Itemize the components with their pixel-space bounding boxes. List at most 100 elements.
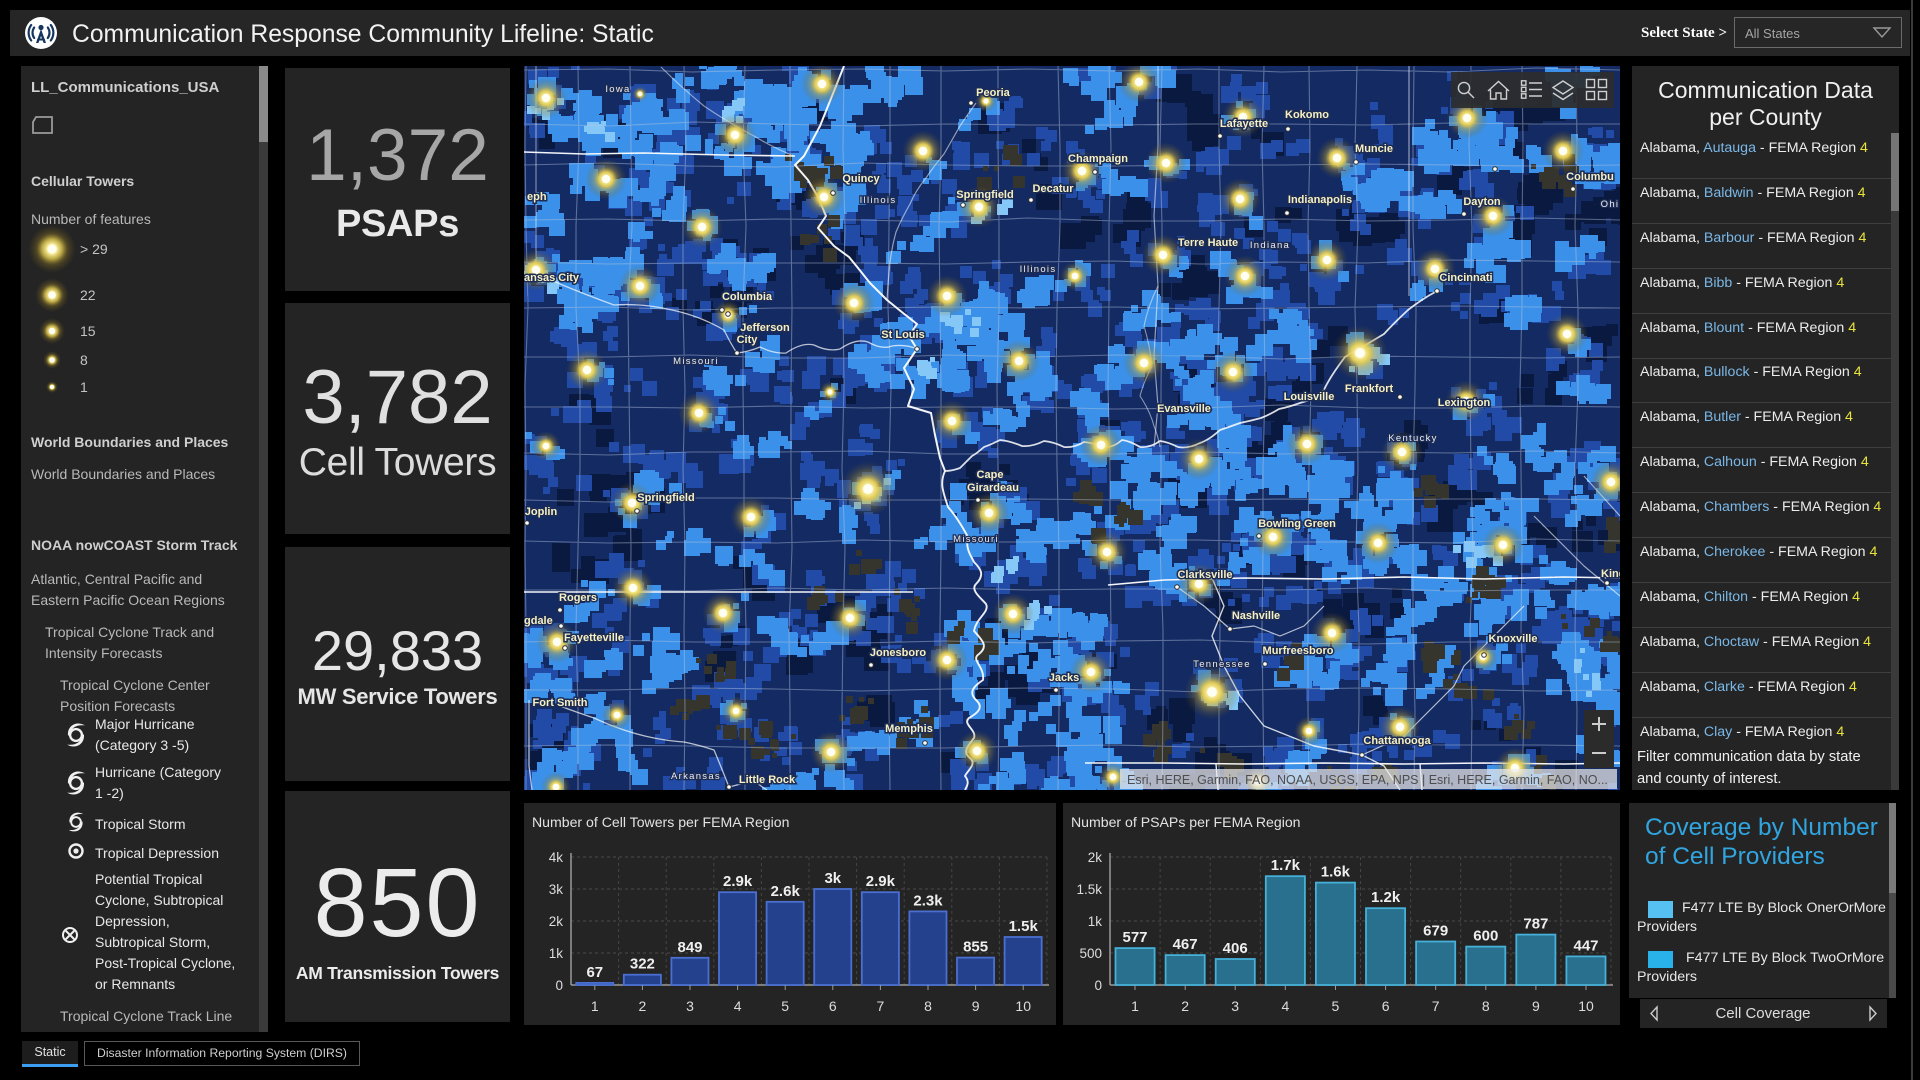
svg-text:7: 7 [877,998,885,1014]
svg-text:Illinois: Illinois [1020,264,1057,275]
svg-text:Kokomo: Kokomo [1285,109,1329,121]
svg-text:1.7k: 1.7k [1271,857,1301,874]
svg-text:Lexington: Lexington [1438,397,1491,409]
svg-text:577: 577 [1122,929,1147,946]
svg-text:Joplin: Joplin [525,506,558,518]
svg-text:500: 500 [1079,946,1102,961]
svg-text:855: 855 [963,939,988,956]
svg-text:9: 9 [1532,998,1540,1014]
svg-text:Cell Coverage: Cell Coverage [1715,1005,1810,1022]
svg-text:Girardeau: Girardeau [967,482,1019,494]
svg-text:679: 679 [1423,923,1448,940]
svg-text:ansas City: ansas City [524,272,580,284]
svg-text:Ohi: Ohi [1601,199,1620,210]
svg-text:Esri, HERE, Garmin, FAO, NOAA,: Esri, HERE, Garmin, FAO, NOAA, USGS, EPA… [1127,773,1608,787]
svg-text:Chattanooga: Chattanooga [1363,735,1431,747]
svg-text:Columbu: Columbu [1566,171,1614,183]
svg-text:Knoxville: Knoxville [1489,633,1538,645]
svg-text:8: 8 [1482,998,1490,1014]
svg-text:2.3k: 2.3k [913,892,943,909]
svg-text:3k: 3k [824,870,841,887]
svg-text:1: 1 [1131,998,1139,1014]
svg-text:Kingsp: Kingsp [1601,568,1620,580]
svg-text:Nashville: Nashville [1232,610,1280,622]
svg-text:gdale: gdale [524,615,553,627]
svg-text:3: 3 [686,998,694,1014]
svg-text:Rogers: Rogers [559,592,597,604]
svg-text:> 29: > 29 [80,241,108,257]
svg-text:1k: 1k [549,946,564,961]
svg-text:Dayton: Dayton [1463,196,1501,208]
svg-text:3: 3 [1231,998,1239,1014]
svg-text:Kentucky: Kentucky [1388,433,1437,444]
svg-text:Springfield: Springfield [956,189,1013,201]
svg-text:0: 0 [555,978,563,993]
svg-text:Bowling Green: Bowling Green [1258,518,1336,530]
svg-text:Fayetteville: Fayetteville [564,632,624,644]
svg-text:Terre Haute: Terre Haute [1178,237,1238,249]
svg-text:Indiana: Indiana [1250,240,1290,251]
svg-text:City: City [737,334,759,346]
svg-text:406: 406 [1223,940,1248,957]
svg-text:1.6k: 1.6k [1321,864,1351,881]
svg-text:Murfreesboro: Murfreesboro [1263,645,1334,657]
svg-text:1.5k: 1.5k [1009,918,1039,935]
svg-text:Springfield: Springfield [637,492,694,504]
svg-text:2: 2 [1181,998,1189,1014]
svg-text:Quincy: Quincy [842,173,880,185]
svg-text:Iowa: Iowa [605,84,630,95]
svg-text:eph: eph [527,191,547,203]
svg-text:22: 22 [80,287,96,303]
svg-text:Decatur: Decatur [1033,183,1075,195]
svg-text:15: 15 [80,323,96,339]
svg-text:Frankfort: Frankfort [1345,383,1394,395]
svg-text:849: 849 [677,939,702,956]
svg-text:600: 600 [1473,928,1498,945]
svg-text:Missouri: Missouri [953,534,999,545]
svg-text:Indianapolis: Indianapolis [1288,194,1352,206]
svg-text:5: 5 [1332,998,1340,1014]
svg-text:Louisville: Louisville [1284,391,1335,403]
svg-text:4: 4 [1282,998,1290,1014]
svg-text:Little Rock: Little Rock [739,774,796,786]
svg-text:Memphis: Memphis [885,723,933,735]
svg-text:Champaign: Champaign [1068,153,1128,165]
svg-text:Evansville: Evansville [1157,403,1211,415]
svg-text:1: 1 [80,379,88,395]
svg-text:Muncie: Muncie [1355,143,1393,155]
svg-text:Number of Cell Towers per FEMA: Number of Cell Towers per FEMA Region [532,814,789,830]
svg-text:St Louis: St Louis [881,329,924,341]
svg-text:6: 6 [1382,998,1390,1014]
svg-text:2k: 2k [1088,850,1103,865]
svg-text:3k: 3k [549,882,564,897]
svg-text:Columbia: Columbia [722,291,773,303]
svg-text:5: 5 [781,998,789,1014]
svg-text:447: 447 [1573,937,1598,954]
svg-text:4: 4 [734,998,742,1014]
svg-text:Illinois: Illinois [860,195,897,206]
svg-text:1k: 1k [1088,914,1103,929]
svg-text:0: 0 [1094,978,1102,993]
svg-text:6: 6 [829,998,837,1014]
svg-text:Cape: Cape [977,469,1004,481]
svg-text:Jacks: Jacks [1049,672,1080,684]
svg-text:Tennessee: Tennessee [1193,659,1251,670]
svg-text:787: 787 [1523,916,1548,933]
svg-text:Lafayette: Lafayette [1220,118,1268,130]
svg-text:1.2k: 1.2k [1371,889,1401,906]
svg-text:1: 1 [591,998,599,1014]
svg-text:322: 322 [630,956,655,973]
svg-text:Clarksville: Clarksville [1177,569,1232,581]
svg-text:Peoria: Peoria [976,87,1011,99]
svg-text:Number of PSAPs per FEMA Regio: Number of PSAPs per FEMA Region [1071,814,1301,830]
svg-text:8: 8 [924,998,932,1014]
svg-text:2.6k: 2.6k [771,883,801,900]
svg-text:9: 9 [972,998,980,1014]
svg-text:2k: 2k [549,914,564,929]
svg-text:1.5k: 1.5k [1076,882,1102,897]
svg-text:Jefferson: Jefferson [740,322,790,334]
svg-text:Arkansas: Arkansas [671,771,721,782]
svg-text:4k: 4k [549,850,564,865]
svg-text:10: 10 [1015,998,1031,1014]
svg-text:7: 7 [1432,998,1440,1014]
